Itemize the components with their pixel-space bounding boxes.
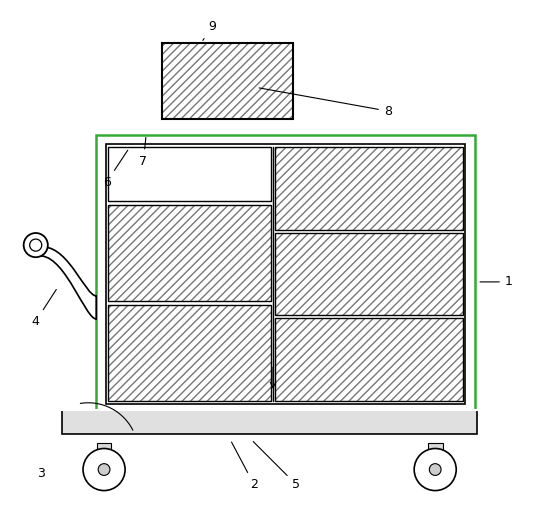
Bar [162, 43, 293, 119]
Bar [162, 43, 293, 119]
Circle shape [98, 464, 110, 475]
Circle shape [414, 448, 456, 491]
Bar [97, 443, 112, 454]
Circle shape [30, 239, 42, 251]
Bar [275, 233, 462, 315]
Text: 7: 7 [139, 138, 147, 168]
Bar [108, 305, 271, 402]
Text: 5: 5 [253, 442, 300, 491]
Bar [108, 305, 271, 402]
Bar [275, 318, 462, 402]
Bar [108, 147, 271, 201]
PathPatch shape [42, 247, 96, 319]
Circle shape [429, 464, 441, 475]
Bar [62, 409, 477, 434]
Bar [275, 147, 462, 230]
Text: 3: 3 [37, 467, 45, 480]
Bar [108, 204, 271, 301]
Bar [106, 144, 465, 404]
Text: 8: 8 [259, 88, 392, 118]
Bar [108, 204, 271, 301]
Text: 4: 4 [32, 289, 56, 328]
Circle shape [23, 233, 48, 257]
Bar [275, 318, 462, 402]
Bar [275, 147, 462, 230]
Circle shape [83, 448, 125, 491]
Text: 2: 2 [232, 442, 258, 491]
Text: 1: 1 [480, 276, 513, 288]
Text: 6: 6 [103, 150, 128, 189]
Bar [96, 135, 475, 413]
Text: 9: 9 [203, 21, 216, 41]
Bar [428, 443, 443, 454]
Bar [275, 233, 462, 315]
